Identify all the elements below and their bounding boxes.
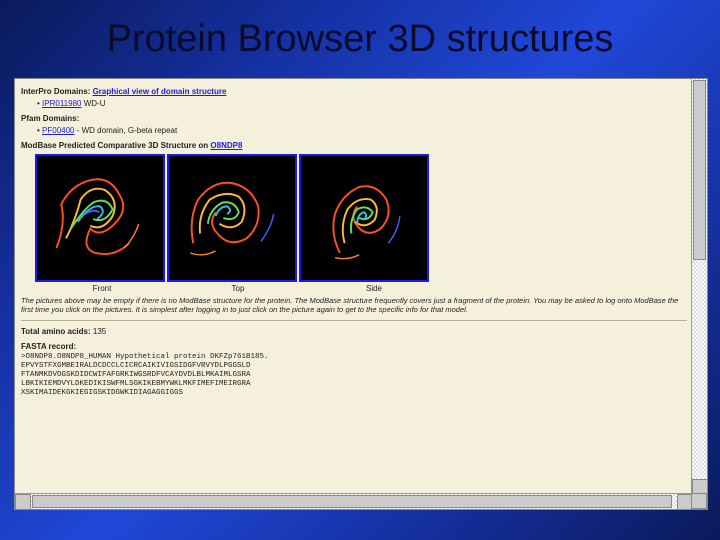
structure-row: [35, 154, 687, 282]
fasta-record: >O8NDP8.O8NDP8_HUMAN Hypothetical protei…: [21, 353, 687, 398]
pfam-heading: Pfam Domains:: [21, 114, 687, 123]
structure-captions: Front Top Side: [35, 284, 687, 293]
pfam-item: PF00400 - WD domain, G-beta repeat: [37, 125, 687, 137]
divider: [21, 320, 687, 321]
pfam-item-text: - WD domain, G-beta repeat: [77, 126, 177, 135]
browser-window: InterPro Domains: Graphical view of doma…: [14, 78, 708, 510]
caption-side: Side: [307, 284, 441, 293]
amino-acids-label: Total amino acids:: [21, 327, 91, 336]
amino-acids-line: Total amino acids: 135: [21, 327, 687, 336]
browser-content: InterPro Domains: Graphical view of doma…: [15, 79, 693, 495]
vertical-scroll-thumb[interactable]: [693, 80, 706, 260]
interpro-heading: InterPro Domains: Graphical view of doma…: [21, 87, 687, 96]
modbase-prefix: ModBase Predicted Comparative 3D Structu…: [21, 141, 208, 150]
scroll-left-button[interactable]: [15, 494, 31, 510]
fasta-label: FASTA record:: [21, 342, 687, 351]
interpro-graphical-link[interactable]: Graphical view of domain structure: [93, 87, 227, 96]
vertical-scrollbar[interactable]: [691, 79, 707, 495]
modbase-note: The pictures above may be empty if there…: [21, 296, 687, 314]
interpro-item: IPR011980 WD-U: [37, 98, 687, 110]
amino-acids-value: 135: [93, 327, 106, 336]
structure-top[interactable]: [167, 154, 297, 282]
horizontal-scroll-thumb[interactable]: [32, 495, 672, 508]
caption-top: Top: [171, 284, 305, 293]
slide-background: Protein Browser 3D structures InterPro D…: [0, 0, 720, 540]
structure-front[interactable]: [35, 154, 165, 282]
interpro-label: InterPro Domains:: [21, 87, 90, 96]
scrollbar-corner: [691, 493, 707, 509]
modbase-link[interactable]: O8NDP8: [210, 141, 242, 150]
modbase-heading: ModBase Predicted Comparative 3D Structu…: [21, 141, 687, 150]
structure-side[interactable]: [299, 154, 429, 282]
interpro-item-link[interactable]: IPR011980: [42, 99, 81, 108]
caption-front: Front: [35, 284, 169, 293]
pfam-item-link[interactable]: PF00400: [42, 126, 74, 135]
slide-title: Protein Browser 3D structures: [0, 0, 720, 69]
horizontal-scrollbar[interactable]: [15, 493, 693, 509]
interpro-item-text: WD-U: [84, 99, 106, 108]
